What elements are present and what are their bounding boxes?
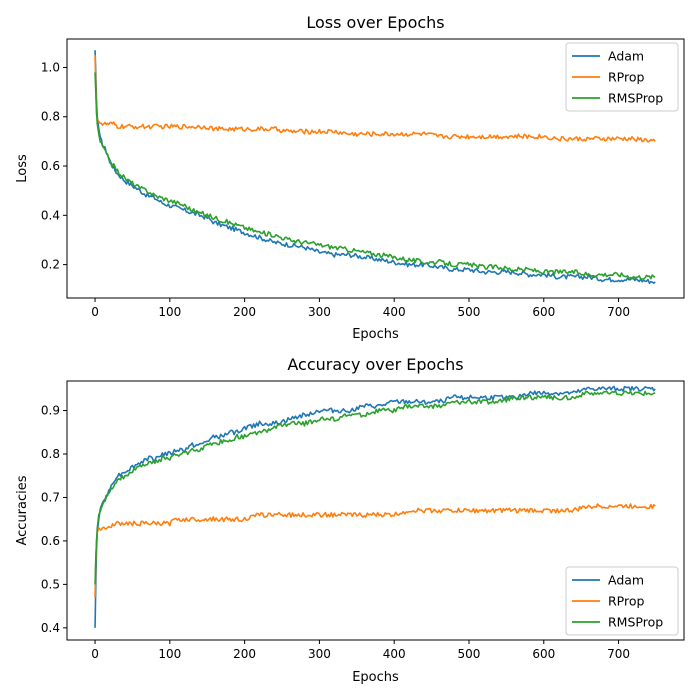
- accuracy-legend-label: RProp: [608, 594, 645, 609]
- loss-legend-label: RMSProp: [608, 91, 663, 106]
- accuracy-ytick-label: 0.8: [41, 447, 60, 461]
- accuracy-xtick-label: 200: [233, 647, 256, 661]
- accuracy-chart-title: Accuracy over Epochs: [287, 355, 463, 374]
- loss-series-rmsprop: [94, 72, 656, 280]
- loss-xtick-label: 300: [308, 305, 331, 319]
- accuracy-chart-lines: [94, 385, 656, 628]
- accuracy-chart-frame: [66, 380, 685, 641]
- loss-series-adam: [94, 50, 656, 285]
- loss-ytick-label: 0.8: [41, 110, 60, 124]
- accuracy-xtick-label: 400: [383, 647, 406, 661]
- loss-ytick-label: 0.6: [41, 159, 60, 173]
- loss-xtick-label: 400: [383, 305, 406, 319]
- accuracy-series-rmsprop: [94, 390, 656, 585]
- accuracy-ytick-label: 0.7: [41, 490, 60, 504]
- loss-ytick-label: 1.0: [41, 60, 60, 74]
- loss-chart-legend: Adam RProp RMSProp: [565, 42, 679, 112]
- accuracy-legend-label: Adam: [608, 573, 644, 588]
- loss-xtick-label: 600: [532, 305, 555, 319]
- accuracy-chart-xlabel: Epochs: [352, 670, 399, 685]
- loss-series-rprop: [94, 55, 656, 143]
- accuracy-xtick-label: 600: [532, 647, 555, 661]
- accuracy-legend-box: [565, 566, 679, 636]
- loss-xtick-label: 100: [158, 305, 181, 319]
- loss-chart-title: Loss over Epochs: [306, 13, 444, 32]
- accuracy-ytick-label: 0.4: [41, 621, 60, 635]
- loss-ytick-label: 0.4: [41, 208, 60, 222]
- loss-chart: Loss over Epochs 0 100 200 300 400 500 600 7000…: [15, 13, 685, 342]
- accuracy-ytick-label: 0.9: [41, 404, 60, 418]
- accuracy-xtick-label: 300: [308, 647, 331, 661]
- accuracy-xtick-label: 0: [91, 647, 99, 661]
- accuracy-xtick-label: 100: [158, 647, 181, 661]
- accuracy-ytick-label: 0.6: [41, 534, 60, 548]
- accuracy-legend-label: RMSProp: [608, 615, 663, 630]
- loss-legend-label: RProp: [608, 70, 645, 85]
- accuracy-series-rprop: [94, 503, 656, 598]
- loss-chart-ylabel: Loss: [15, 154, 30, 183]
- loss-xtick-label: 0: [91, 305, 99, 319]
- accuracy-ytick-label: 0.5: [41, 577, 60, 591]
- loss-chart-lines: [94, 50, 656, 285]
- loss-chart-frame: [66, 38, 685, 299]
- loss-chart-xlabel: Epochs: [352, 327, 399, 342]
- accuracy-chart-ticks: 0 100 200 300 400 500 600 700 0.4 0.5 0.6 0.7 0.8 0.9: [41, 404, 630, 661]
- loss-xtick-label: 200: [233, 305, 256, 319]
- accuracy-chart-legend: Adam RProp RMSProp: [565, 566, 679, 636]
- accuracy-chart: Accuracy over Epochs 0 100 200 300 400 500 600…: [15, 355, 685, 685]
- loss-chart-ticks: 0 100 200 300 400 500 600 700 0.2 0.4 0.6 0.8 1.0: [41, 60, 630, 319]
- loss-legend-box: [565, 42, 679, 112]
- loss-xtick-label: 700: [607, 305, 630, 319]
- loss-ytick-label: 0.2: [41, 258, 60, 272]
- accuracy-xtick-label: 700: [607, 647, 630, 661]
- accuracy-chart-ylabel: Accuracies: [15, 475, 30, 545]
- loss-xtick-label: 500: [458, 305, 481, 319]
- loss-legend-label: Adam: [608, 49, 644, 64]
- accuracy-xtick-label: 500: [458, 647, 481, 661]
